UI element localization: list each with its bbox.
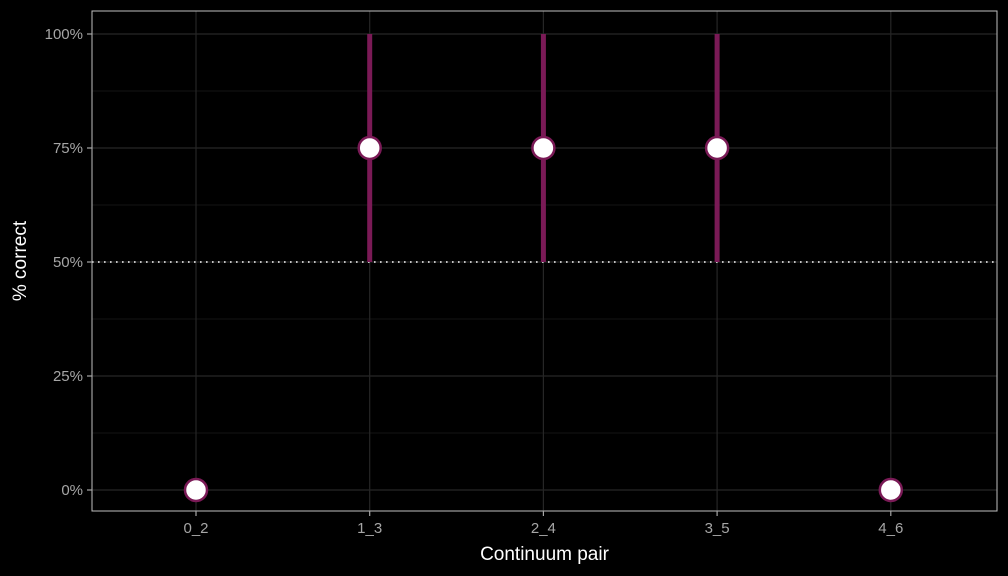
points — [183, 135, 904, 503]
data-point — [357, 135, 382, 161]
y-tick-label: 75% — [53, 140, 83, 157]
x-axis-ticks: 0_2 1_3 2_4 3_5 4_6 — [183, 511, 903, 537]
x-tick-label: 4_6 — [878, 520, 903, 537]
y-tick-label: 25% — [53, 368, 83, 385]
x-tick-label: 1_3 — [357, 520, 382, 537]
data-point — [531, 135, 556, 161]
x-tick-label: 3_5 — [705, 520, 730, 537]
x-axis-title: Continuum pair — [480, 544, 610, 565]
data-point — [704, 135, 730, 161]
x-tick-label: 0_2 — [183, 520, 208, 537]
data-point — [878, 477, 904, 503]
data-point — [183, 477, 209, 503]
y-tick-label: 100% — [45, 26, 83, 43]
y-axis-title: % correct — [10, 220, 31, 301]
panel-border — [91, 10, 998, 512]
y-axis-ticks: 0% 25% 50% 75% 100% — [45, 26, 92, 499]
y-tick-label: 0% — [61, 482, 83, 499]
y-tick-label: 50% — [53, 254, 83, 271]
x-tick-label: 2_4 — [531, 520, 556, 537]
